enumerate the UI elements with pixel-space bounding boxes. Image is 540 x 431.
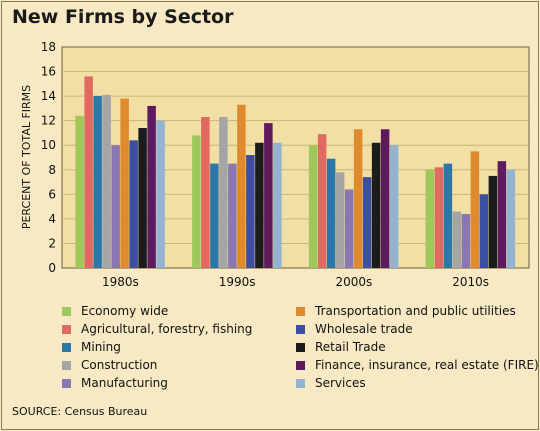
bar	[308, 145, 318, 268]
bar	[201, 116, 210, 268]
y-axis-label: PERCENT OF TOTAL FIRMS	[20, 85, 33, 229]
legend-item: Construction	[62, 358, 157, 372]
legend-swatch	[296, 306, 305, 316]
bar	[317, 134, 327, 268]
legend-swatch	[62, 324, 71, 334]
bar	[461, 213, 471, 268]
bar	[362, 177, 372, 268]
legend-label: Mining	[81, 340, 121, 354]
bar	[497, 161, 507, 268]
bar	[443, 163, 453, 268]
bar	[192, 135, 201, 268]
source-note: SOURCE: Census Bureau	[12, 405, 148, 418]
y-tick-label: 16	[41, 65, 56, 79]
bar	[264, 123, 273, 268]
bar	[255, 142, 264, 268]
legend-item: Services	[296, 376, 366, 390]
y-tick-label: 4	[48, 212, 56, 226]
legend-swatch	[296, 378, 305, 388]
bar	[84, 76, 93, 268]
bar	[237, 104, 246, 268]
bar	[129, 140, 138, 268]
legend-item: Wholesale trade	[296, 322, 413, 336]
bar	[156, 120, 165, 269]
y-tick-label: 2	[48, 236, 56, 250]
x-tick-label: 2010s	[452, 275, 489, 289]
y-tick-label: 14	[41, 89, 56, 103]
legend-item: Economy wide	[62, 304, 168, 318]
legend-label: Finance, insurance, real estate (FIRE)	[315, 358, 539, 372]
bar	[228, 163, 237, 268]
legend-item: Agricultural, forestry, fishing	[62, 322, 252, 336]
legend-swatch	[296, 360, 305, 370]
y-tick-label: 6	[48, 187, 56, 201]
legend-swatch	[62, 306, 71, 316]
bar	[452, 211, 462, 268]
bar	[479, 194, 489, 268]
legend-swatch	[62, 342, 71, 352]
legend-label: Manufacturing	[81, 376, 168, 390]
bar	[273, 142, 282, 268]
legend-label: Agricultural, forestry, fishing	[81, 322, 253, 336]
y-tick-label: 10	[41, 138, 56, 152]
bar	[335, 172, 345, 268]
legend-label: Services	[315, 376, 366, 390]
legend-item: Mining	[62, 340, 121, 354]
y-tick-label: 12	[41, 114, 56, 128]
bar	[120, 98, 129, 268]
bar	[470, 151, 480, 268]
bar	[380, 129, 390, 268]
y-tick-label: 0	[48, 261, 56, 275]
bar	[219, 116, 228, 268]
bar	[138, 128, 147, 268]
legend-label: Economy wide	[81, 304, 169, 318]
legend-swatch	[296, 342, 305, 352]
bar	[93, 96, 102, 268]
legend-label: Wholesale trade	[315, 322, 413, 336]
bar-chart: 0 2 4 6 8 10 12 14 16 18 1980s 1990s 2000s 2010s PER…	[20, 40, 530, 289]
x-tick-label: 1990s	[219, 275, 256, 289]
x-tick-labels: 1980s 1990s 2000s 2010s	[102, 275, 489, 289]
bar	[210, 163, 219, 268]
bar	[353, 129, 363, 268]
bar	[344, 189, 354, 268]
bar	[488, 175, 498, 268]
y-tick-label: 18	[41, 40, 56, 54]
bar	[246, 155, 255, 268]
bar	[111, 145, 120, 268]
legend-swatch	[62, 360, 71, 370]
legend-item: Manufacturing	[62, 376, 168, 390]
bar	[75, 115, 84, 268]
chart-title: New Firms by Sector	[12, 6, 234, 28]
y-tick-labels: 0 2 4 6 8 10 12 14 16 18	[41, 40, 56, 275]
bar	[147, 105, 156, 268]
bar	[371, 142, 381, 268]
bars	[75, 76, 516, 269]
bar	[389, 145, 399, 268]
x-tick-label: 2000s	[335, 275, 372, 289]
x-tick-label: 1980s	[102, 275, 139, 289]
legend-label: Retail Trade	[315, 340, 386, 354]
legend-item: Retail Trade	[296, 340, 386, 354]
legend-label: Construction	[81, 358, 158, 372]
legend: Economy wide Agricultural, forestry, fish…	[62, 304, 539, 394]
bar	[425, 169, 435, 268]
legend-item: Finance, insurance, real estate (FIRE)	[296, 358, 539, 372]
bar	[506, 169, 516, 268]
legend-label: Transportation and public utilities	[315, 304, 516, 318]
bar	[102, 94, 111, 268]
bar	[434, 167, 444, 268]
legend-swatch	[62, 378, 71, 388]
bar	[326, 158, 336, 268]
legend-item: Transportation and public utilities	[296, 304, 516, 318]
legend-swatch	[296, 324, 305, 334]
y-tick-label: 8	[48, 163, 56, 177]
